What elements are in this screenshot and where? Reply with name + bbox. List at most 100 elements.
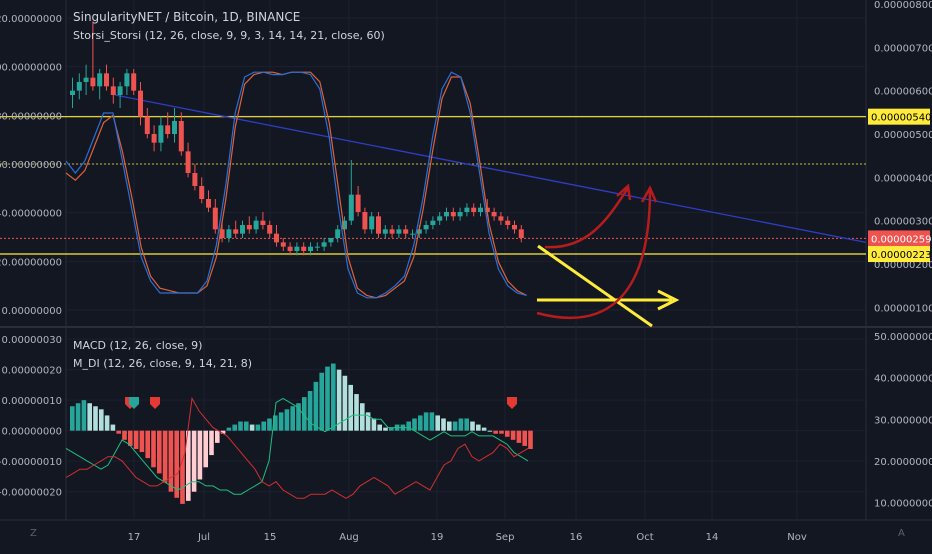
- histogram-bar: [104, 415, 110, 431]
- histogram-bar: [238, 421, 243, 431]
- candle-body: [376, 216, 381, 234]
- macd-right-tick: 50.00000000: [874, 332, 932, 343]
- candle-body: [246, 225, 252, 230]
- histogram-bar: [418, 415, 423, 431]
- stoch-rsi-orange: [65, 71, 527, 299]
- histogram-bar: [70, 406, 75, 431]
- candle-body: [199, 186, 205, 199]
- candle-body: [192, 173, 198, 186]
- histogram-bar: [319, 372, 324, 431]
- di-plus-line: [65, 397, 529, 495]
- histogram-bar: [116, 430, 121, 434]
- histogram-bar: [296, 403, 301, 431]
- left-tick-label: 0.00000000: [2, 306, 62, 317]
- candle-body: [233, 229, 239, 234]
- histogram-bar: [151, 430, 156, 468]
- histogram-bar: [168, 430, 174, 492]
- candle-body: [498, 216, 504, 221]
- corner-left-label[interactable]: Z: [30, 528, 37, 539]
- candle-body: [226, 229, 232, 238]
- left-tick-label: 40.00000000: [0, 209, 62, 220]
- histogram-bar: [342, 375, 348, 431]
- histogram-bar: [348, 384, 353, 431]
- histogram-bar: [464, 418, 469, 431]
- candle-body: [321, 242, 327, 247]
- histogram-bar: [365, 412, 371, 431]
- histogram-bar: [133, 430, 139, 449]
- price-marker-box: [868, 108, 930, 125]
- histogram-bar: [273, 415, 278, 431]
- histogram-bar: [331, 363, 336, 431]
- price-marker-label: 0.00000540: [871, 113, 931, 124]
- price-marker-box: [868, 230, 930, 247]
- candle-body: [178, 121, 184, 152]
- candle-body: [90, 77, 96, 87]
- histogram-bar: [499, 430, 504, 434]
- histogram-bar: [528, 430, 533, 449]
- candle-body: [301, 246, 307, 251]
- histogram-bar: [122, 430, 127, 440]
- macd-left-tick: -0.00000020: [0, 488, 62, 499]
- trendline[interactable]: [114, 94, 867, 243]
- histogram-bar: [128, 430, 133, 446]
- candle-body: [117, 86, 123, 95]
- right-tick-label: 0.00000500: [874, 130, 932, 141]
- histogram-bar: [389, 427, 394, 431]
- corner-right-label[interactable]: A: [898, 528, 905, 539]
- price-pane[interactable]: [0, 21, 867, 328]
- candle-body: [403, 229, 409, 234]
- chart-title: SingularityNET / Bitcoin, 1D, BINANCE: [73, 10, 301, 24]
- histogram-bar: [522, 430, 527, 446]
- candle-body: [308, 246, 313, 251]
- histogram-bar: [336, 369, 342, 431]
- x-tick-label: Oct: [636, 532, 653, 543]
- price-marker-label: 0.00000223: [871, 250, 931, 261]
- candle-body: [253, 220, 259, 230]
- right-tick-label: 0.00000800: [874, 0, 932, 11]
- di-lines: [65, 396, 529, 499]
- histogram-bar: [383, 427, 388, 431]
- stoch-rsi-lines: [65, 71, 527, 299]
- candle-body: [464, 207, 470, 212]
- histogram-bar: [191, 430, 197, 492]
- candle-body: [185, 151, 191, 173]
- price-marker-box: [868, 246, 930, 263]
- candle-body: [172, 121, 177, 134]
- candle-body: [144, 116, 150, 134]
- candle-body: [430, 220, 436, 225]
- candle-body: [362, 212, 368, 230]
- macd-pane[interactable]: [65, 363, 533, 504]
- histogram-bar: [145, 430, 150, 459]
- candle-body: [369, 216, 375, 230]
- histogram-bar: [354, 394, 359, 431]
- candle-body: [274, 233, 279, 243]
- candle-body: [355, 194, 361, 212]
- right-tick-label: 0.00000300: [874, 217, 932, 228]
- right-tick-label: 0.00000700: [874, 43, 932, 54]
- stoch-rsi-label: Storsi_Storsi (12, 26, close, 9, 9, 3, 1…: [73, 29, 385, 42]
- histogram-bar: [278, 412, 284, 431]
- histogram-bar: [180, 430, 185, 504]
- histogram-bar: [215, 430, 220, 443]
- candle-body: [280, 242, 286, 247]
- x-tick-label: 14: [706, 532, 719, 543]
- histogram-bar: [510, 430, 516, 440]
- histogram-bar: [284, 409, 290, 431]
- candle-body: [70, 90, 75, 95]
- histogram-bar: [197, 430, 203, 480]
- histogram-bar: [302, 397, 307, 431]
- histogram-bar: [307, 391, 313, 431]
- candle-body: [131, 73, 137, 91]
- candle-body: [348, 194, 354, 221]
- candles: [70, 21, 524, 256]
- candle-body: [328, 238, 334, 243]
- histogram-bar: [493, 430, 498, 434]
- candle-body: [165, 125, 171, 134]
- macd-left-tick: 0.00000020: [2, 366, 62, 377]
- candle-body: [314, 246, 320, 248]
- yellow-arrowhead: [657, 289, 680, 311]
- annotation-drawings[interactable]: [536, 183, 680, 328]
- candle-body: [423, 225, 429, 230]
- right-tick-label: 0.00000400: [874, 173, 932, 184]
